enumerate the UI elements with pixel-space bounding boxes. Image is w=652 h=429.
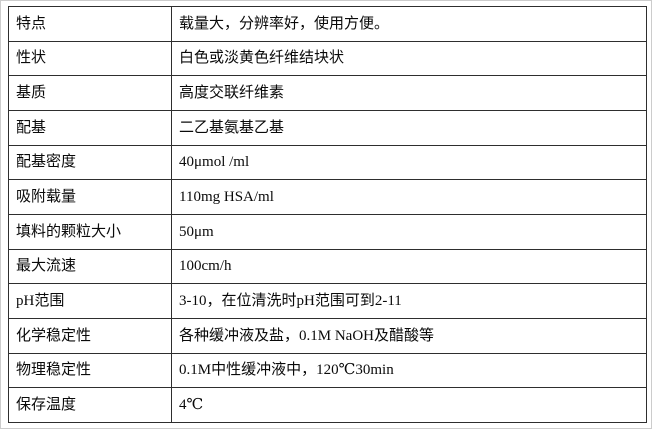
row-label: 配基: [8, 109, 172, 146]
table-row: 配基 二乙基氨基乙基: [8, 109, 647, 146]
row-label: 化学稳定性: [8, 317, 172, 354]
table-row: 配基密度 40μmol /ml: [8, 144, 647, 181]
table-row: 性状 白色或淡黄色纤维结块状: [8, 40, 647, 77]
table-row: 化学稳定性 各种缓冲液及盐，0.1M NaOH及醋酸等: [8, 317, 647, 354]
table-row: pH范围 3-10，在位清洗时pH范围可到2-11: [8, 283, 647, 319]
row-value: 高度交联纤维素: [171, 75, 647, 111]
row-label: 性状: [8, 40, 172, 77]
spec-table: 特点 载量大，分辨率好，使用方便。 性状 白色或淡黄色纤维结块状 基质 高度交联…: [8, 6, 647, 423]
table-row: 基质 高度交联纤维素: [8, 75, 647, 111]
table-row: 吸附载量 110mg HSA/ml: [8, 179, 647, 215]
row-label: 保存温度: [8, 387, 172, 423]
table-row: 最大流速 100cm/h: [8, 248, 647, 285]
row-label: 特点: [8, 6, 172, 42]
row-label: pH范围: [8, 283, 172, 319]
row-label: 基质: [8, 75, 172, 111]
row-value: 100cm/h: [171, 248, 647, 285]
row-label: 填料的颗粒大小: [8, 213, 172, 250]
table-row: 保存温度 4℃: [8, 387, 647, 423]
row-value: 110mg HSA/ml: [171, 179, 647, 215]
row-label: 物理稳定性: [8, 352, 172, 389]
row-value: 4℃: [171, 387, 647, 423]
spec-table-body: 特点 载量大，分辨率好，使用方便。 性状 白色或淡黄色纤维结块状 基质 高度交联…: [8, 6, 647, 423]
table-row: 填料的颗粒大小 50μm: [8, 213, 647, 250]
row-value: 0.1M中性缓冲液中，120℃30min: [171, 352, 647, 389]
row-label: 配基密度: [8, 144, 172, 181]
row-value: 3-10，在位清洗时pH范围可到2-11: [171, 283, 647, 319]
row-value: 40μmol /ml: [171, 144, 647, 181]
row-value: 各种缓冲液及盐，0.1M NaOH及醋酸等: [171, 317, 647, 354]
row-value: 二乙基氨基乙基: [171, 109, 647, 146]
row-value: 载量大，分辨率好，使用方便。: [171, 6, 647, 42]
row-label: 吸附载量: [8, 179, 172, 215]
table-row: 物理稳定性 0.1M中性缓冲液中，120℃30min: [8, 352, 647, 389]
row-value: 白色或淡黄色纤维结块状: [171, 40, 647, 77]
table-row: 特点 载量大，分辨率好，使用方便。: [8, 6, 647, 42]
row-label: 最大流速: [8, 248, 172, 285]
row-value: 50μm: [171, 213, 647, 250]
